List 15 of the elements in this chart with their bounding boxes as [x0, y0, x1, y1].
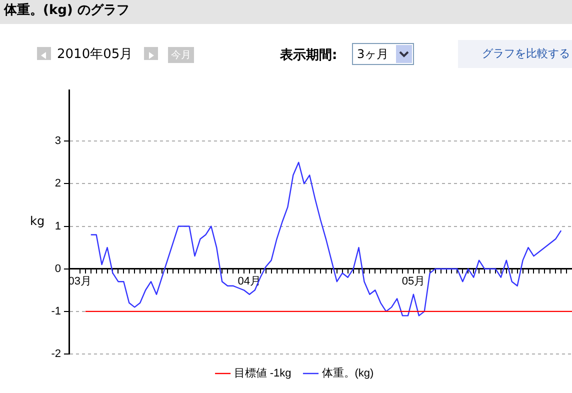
y-tick-label: 1: [54, 220, 61, 232]
x-tick-label: 05月: [402, 275, 426, 288]
y-tick-label: 0: [54, 262, 61, 275]
y-axis-title: kg: [30, 214, 45, 228]
text: 2010年05月: [57, 46, 133, 63]
y-tick-label: 3: [54, 135, 61, 148]
text: 表示期間:: [280, 47, 338, 64]
y-tick-label: -1: [51, 305, 61, 318]
legend-label: 体重。(kg): [322, 366, 374, 380]
text: 3ヶ月: [357, 47, 389, 61]
y-tick-label: 2: [54, 178, 61, 190]
legend-label: 目標値 -1kg: [234, 368, 292, 380]
y-tick-label: -2: [51, 348, 61, 360]
chart-title: 体重。(kg) のグラフ: [0, 0, 572, 24]
text: グラフを比較する: [458, 40, 572, 68]
